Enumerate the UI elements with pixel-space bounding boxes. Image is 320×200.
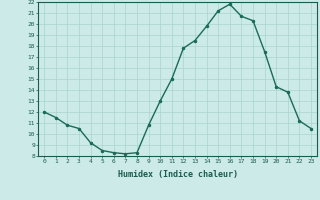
- X-axis label: Humidex (Indice chaleur): Humidex (Indice chaleur): [118, 170, 238, 179]
